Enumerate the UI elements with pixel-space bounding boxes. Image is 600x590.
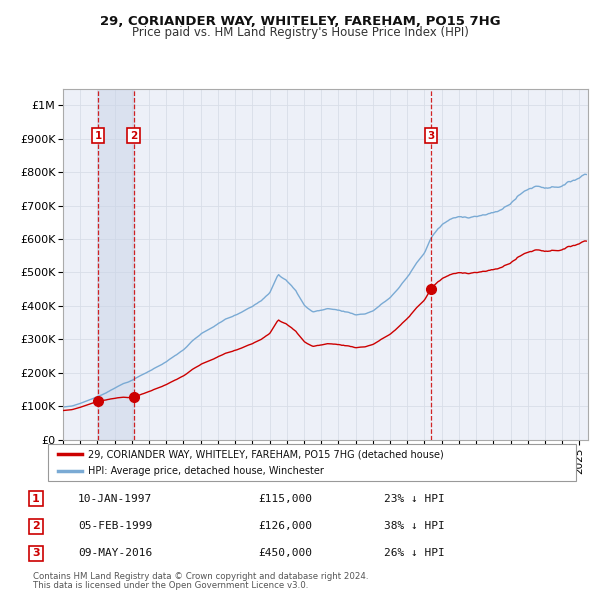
Text: Price paid vs. HM Land Registry's House Price Index (HPI): Price paid vs. HM Land Registry's House …	[131, 26, 469, 39]
Text: 09-MAY-2016: 09-MAY-2016	[78, 549, 152, 558]
Text: £126,000: £126,000	[258, 522, 312, 531]
Text: 3: 3	[427, 131, 434, 141]
Text: 1: 1	[94, 131, 101, 141]
Bar	[98, 88, 134, 440]
Text: £450,000: £450,000	[258, 549, 312, 558]
Text: 23% ↓ HPI: 23% ↓ HPI	[384, 494, 445, 503]
Text: 2: 2	[32, 522, 40, 531]
Text: 26% ↓ HPI: 26% ↓ HPI	[384, 549, 445, 558]
Text: 29, CORIANDER WAY, WHITELEY, FAREHAM, PO15 7HG (detached house): 29, CORIANDER WAY, WHITELEY, FAREHAM, PO…	[88, 449, 443, 459]
Text: 3: 3	[32, 549, 40, 558]
Text: £115,000: £115,000	[258, 494, 312, 503]
FancyBboxPatch shape	[48, 444, 576, 481]
Text: Contains HM Land Registry data © Crown copyright and database right 2024.: Contains HM Land Registry data © Crown c…	[33, 572, 368, 581]
Text: 29, CORIANDER WAY, WHITELEY, FAREHAM, PO15 7HG: 29, CORIANDER WAY, WHITELEY, FAREHAM, PO…	[100, 15, 500, 28]
Text: This data is licensed under the Open Government Licence v3.0.: This data is licensed under the Open Gov…	[33, 581, 308, 590]
Text: 10-JAN-1997: 10-JAN-1997	[78, 494, 152, 503]
Text: HPI: Average price, detached house, Winchester: HPI: Average price, detached house, Winc…	[88, 466, 323, 476]
Text: 2: 2	[130, 131, 137, 141]
Text: 1: 1	[32, 494, 40, 503]
Text: 05-FEB-1999: 05-FEB-1999	[78, 522, 152, 531]
Text: 38% ↓ HPI: 38% ↓ HPI	[384, 522, 445, 531]
